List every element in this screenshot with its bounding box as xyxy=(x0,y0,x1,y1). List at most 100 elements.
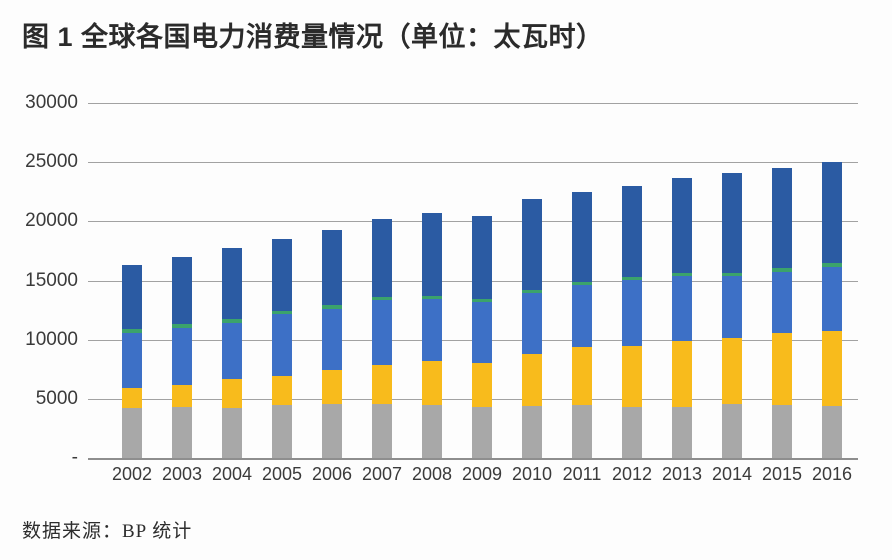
bar-2005-segment-green xyxy=(272,310,292,314)
bar-2006-segment-green xyxy=(322,304,342,309)
bar-2002-segment-gray xyxy=(122,408,142,458)
x-axis-label-2012: 2012 xyxy=(611,464,653,484)
bar-2003-segment-dark-blue xyxy=(172,256,192,324)
bar-2006-segment-yellow xyxy=(322,370,342,405)
bar-2014-segment-dark-blue xyxy=(722,172,742,273)
bar-2006-segment-dark-blue xyxy=(322,229,342,305)
bar-2008-segment-green xyxy=(422,296,442,299)
y-tick-label-10000: 10000 xyxy=(25,328,78,350)
bar-2013-segment-gray xyxy=(672,407,692,458)
bar-2014-segment-yellow xyxy=(722,338,742,405)
bar-2012-segment-blue xyxy=(622,279,642,346)
chart-title: 图 1 全球各国电力消费量情况（单位：太瓦时） xyxy=(22,22,604,52)
bar-2010-segment-dark-blue xyxy=(522,198,542,290)
bar-2013-segment-yellow xyxy=(672,340,692,407)
bar-2013-segment-green xyxy=(672,272,692,277)
bar-2004-segment-blue xyxy=(222,322,242,380)
x-axis-label-2010: 2010 xyxy=(511,464,553,484)
bar-2016-segment-dark-blue xyxy=(822,161,842,263)
bar-2013-segment-blue xyxy=(672,276,692,341)
x-axis-label-2002: 2002 xyxy=(111,464,153,484)
bar-2016-segment-blue xyxy=(822,267,842,331)
y-tick-label-20000: 20000 xyxy=(25,210,78,232)
x-axis-label-2008: 2008 xyxy=(411,464,453,484)
bar-2003-segment-blue xyxy=(172,327,192,386)
x-axis-label-2016: 2016 xyxy=(811,464,853,484)
y-tick-label-25000: 25000 xyxy=(25,151,78,173)
bar-2014-segment-gray xyxy=(722,404,742,458)
bar-2012-segment-yellow xyxy=(622,345,642,407)
x-axis-label-2007: 2007 xyxy=(361,464,403,484)
y-tick-label-15000: 15000 xyxy=(25,269,78,291)
bar-2007-segment-gray xyxy=(372,404,392,458)
x-axis-label-2009: 2009 xyxy=(461,464,503,484)
bar-2011-segment-dark-blue xyxy=(572,191,592,282)
bar-2005-segment-blue xyxy=(272,313,292,377)
bar-2012-segment-green xyxy=(622,276,642,280)
bar-2012-segment-dark-blue xyxy=(622,185,642,277)
bar-2005-segment-dark-blue xyxy=(272,238,292,311)
bar-2014-segment-green xyxy=(722,272,742,277)
bar-2015-segment-yellow xyxy=(772,332,792,405)
bar-2011-segment-gray xyxy=(572,405,592,458)
bar-2004-segment-green xyxy=(222,318,242,323)
plot-area xyxy=(88,103,858,460)
bar-2011-segment-green xyxy=(572,281,592,285)
bar-2009-segment-green xyxy=(472,298,492,303)
bar-2013-segment-dark-blue xyxy=(672,177,692,273)
bar-2010-segment-gray xyxy=(522,405,542,458)
bar-2009-segment-gray xyxy=(472,407,492,458)
bar-2009-segment-blue xyxy=(472,302,492,363)
x-axis-label-2004: 2004 xyxy=(211,464,253,484)
bar-2014-segment-blue xyxy=(722,276,742,339)
x-axis-label-2011: 2011 xyxy=(562,464,602,484)
y-tick-label-0: - xyxy=(71,447,78,468)
bar-2002-segment-yellow xyxy=(122,388,142,409)
bar-2012-segment-gray xyxy=(622,407,642,458)
bar-2009-segment-dark-blue xyxy=(472,215,492,299)
x-axis-label-2006: 2006 xyxy=(311,464,353,484)
y-tick-label-30000: 30000 xyxy=(25,92,78,113)
bar-2007-segment-yellow xyxy=(372,365,392,405)
bar-2004-segment-dark-blue xyxy=(222,247,242,319)
y-axis-labels: 30000 25000 20000 15000 10000 5000 - xyxy=(0,92,80,468)
bar-2016-segment-gray xyxy=(822,405,842,458)
bar-2007-segment-green xyxy=(372,296,392,300)
bar-2011-segment-blue xyxy=(572,285,592,348)
bar-2005-segment-gray xyxy=(272,405,292,458)
bar-2004-segment-yellow xyxy=(222,379,242,409)
bar-2003-segment-yellow xyxy=(172,385,192,408)
bar-2015-segment-blue xyxy=(772,271,792,333)
bar-2007-segment-blue xyxy=(372,299,392,366)
y-tick-label-5000: 5000 xyxy=(35,387,78,409)
bar-2016-segment-green xyxy=(822,263,842,268)
x-axis-label-2015: 2015 xyxy=(761,464,803,484)
bar-2003-segment-green xyxy=(172,323,192,328)
bar-2010-segment-blue xyxy=(522,292,542,354)
x-axis-label-2014: 2014 xyxy=(711,464,753,484)
bar-2016-segment-yellow xyxy=(822,330,842,406)
x-axis-labels: 2002 2003 2004 2005 2006 2007 2008 2009 2010 2011… xyxy=(88,464,858,490)
bar-2009-segment-yellow xyxy=(472,362,492,407)
x-axis-label-2013: 2013 xyxy=(661,464,703,484)
bar-2002-segment-dark-blue xyxy=(122,265,142,329)
bar-2008-segment-gray xyxy=(422,405,442,458)
bar-2015-segment-gray xyxy=(772,405,792,458)
bar-2011-segment-yellow xyxy=(572,347,592,405)
bar-2015-segment-green xyxy=(772,267,792,272)
data-source: 数据来源：BP 统计 xyxy=(22,521,193,542)
gridline-30000 xyxy=(88,103,858,104)
bar-2007-segment-dark-blue xyxy=(372,218,392,297)
bar-2010-segment-yellow xyxy=(522,354,542,406)
bar-2003-segment-gray xyxy=(172,407,192,458)
bar-2008-segment-yellow xyxy=(422,360,442,405)
bar-2008-segment-blue xyxy=(422,298,442,361)
bar-2002-segment-green xyxy=(122,328,142,333)
bar-2006-segment-blue xyxy=(322,308,342,371)
gridline-25000 xyxy=(88,162,858,164)
bar-2005-segment-yellow xyxy=(272,376,292,406)
bar-2010-segment-green xyxy=(522,289,542,293)
bar-2004-segment-gray xyxy=(222,408,242,458)
x-axis-label-2003: 2003 xyxy=(161,464,203,484)
